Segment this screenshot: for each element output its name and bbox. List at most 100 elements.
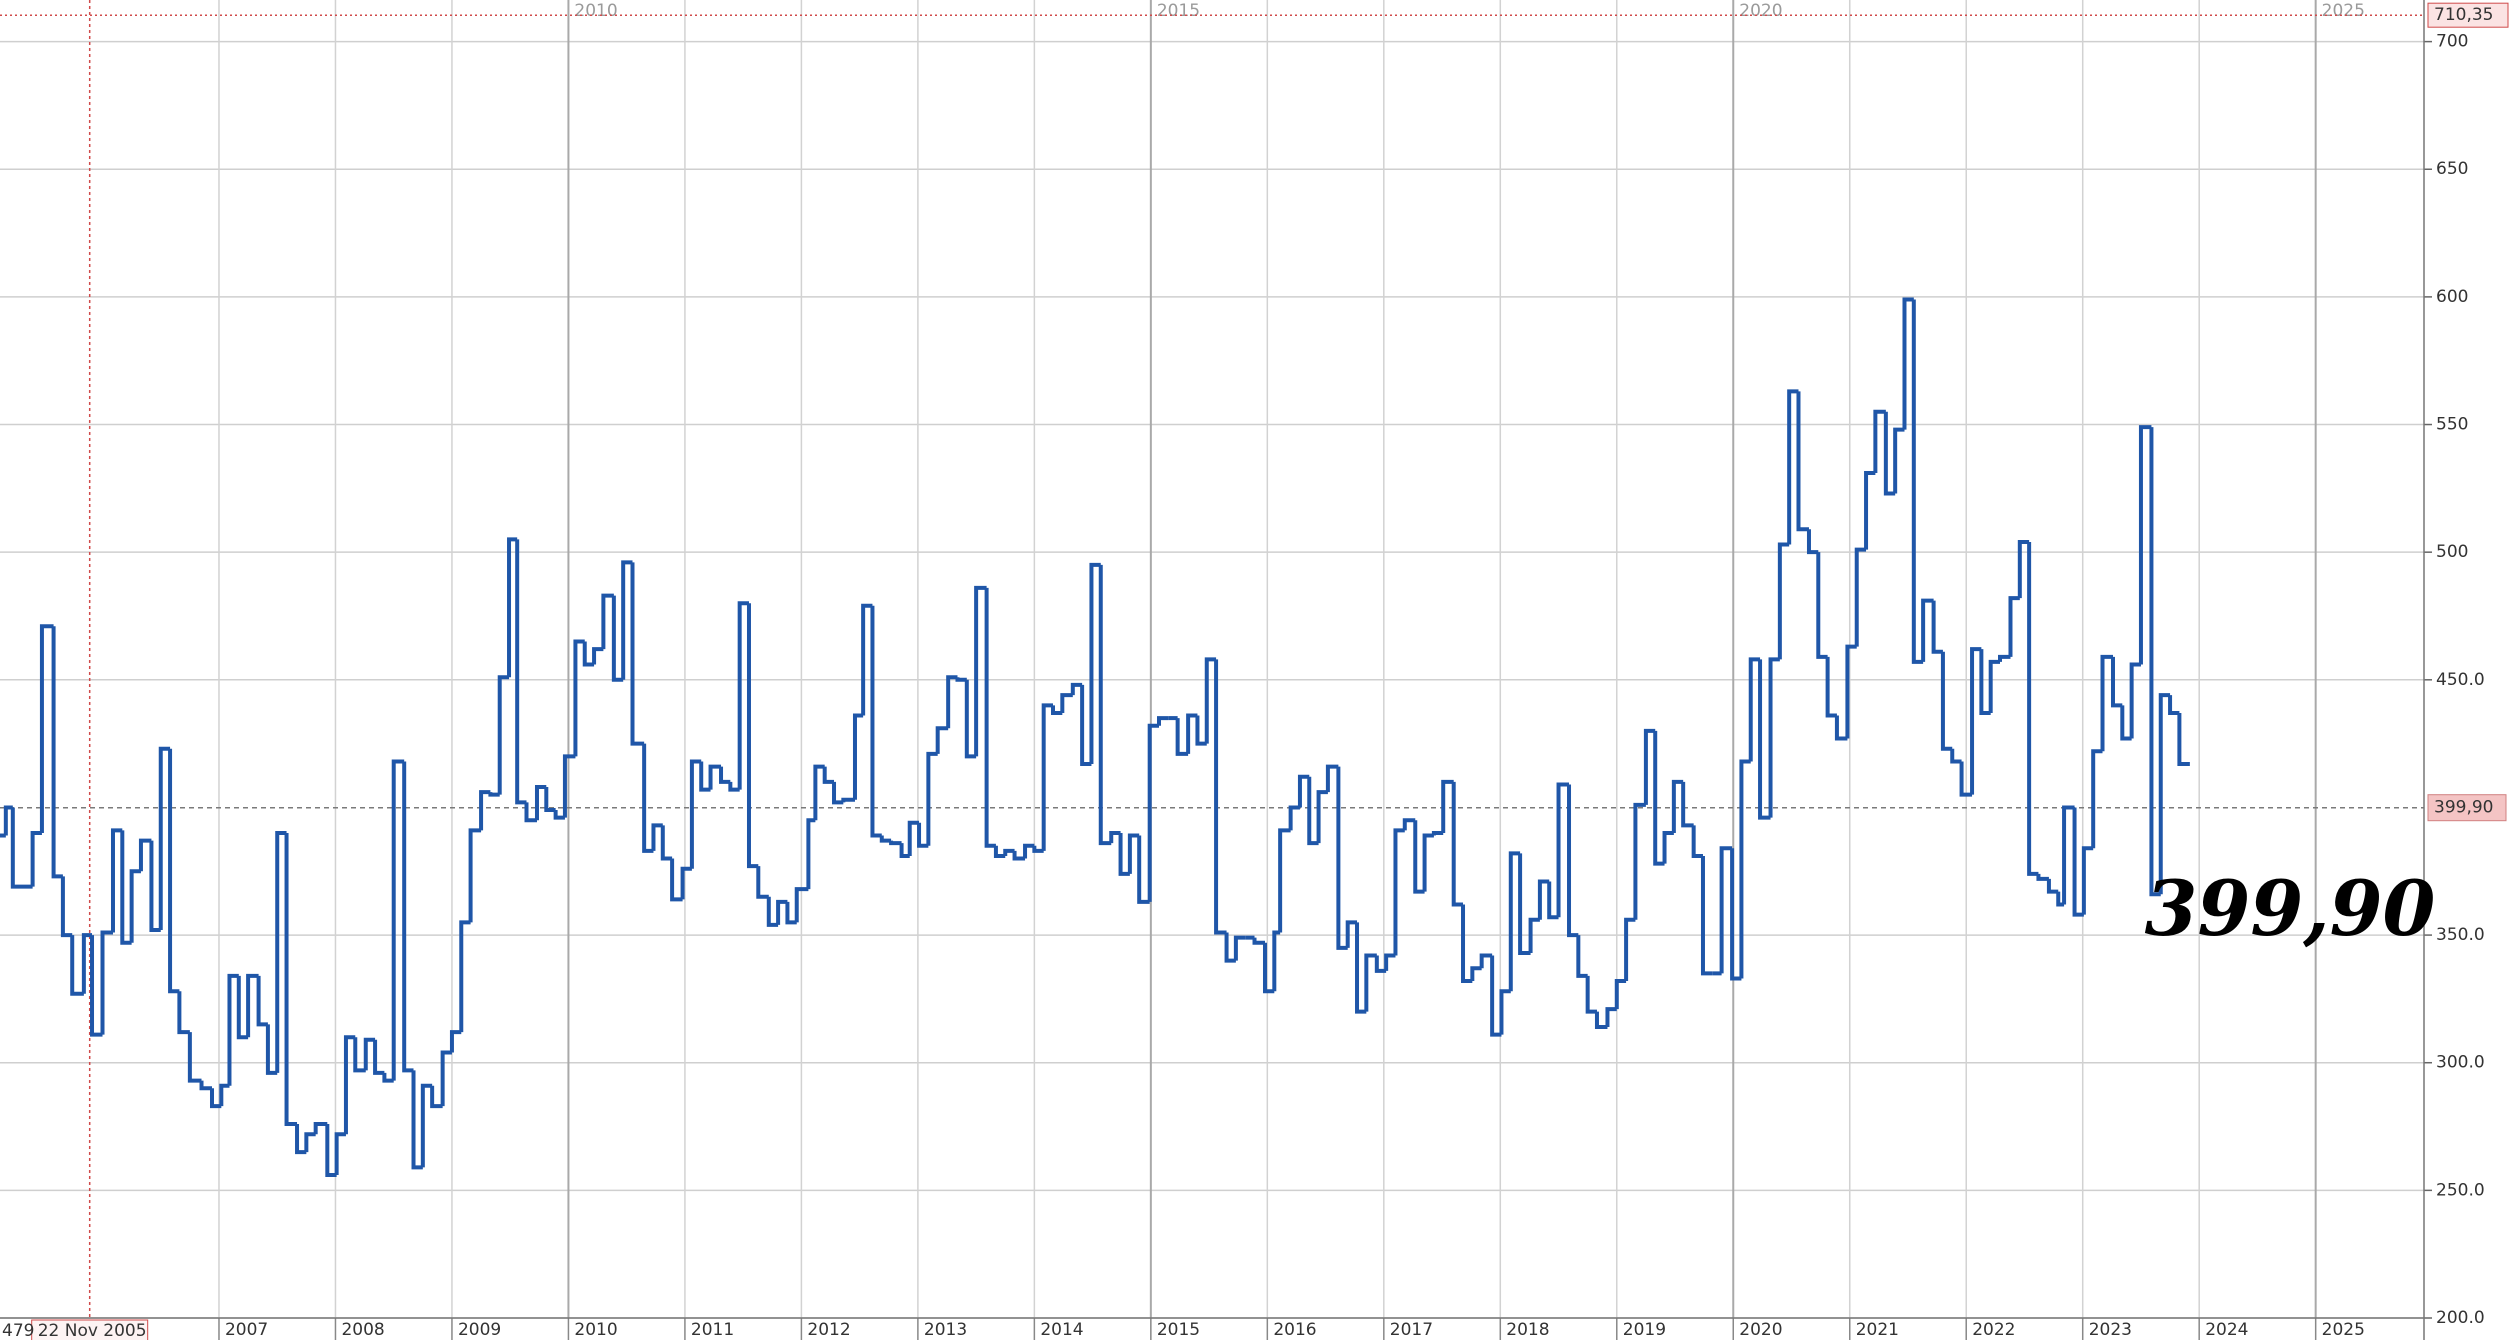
step-segment [391, 759, 405, 1081]
step-segment [30, 830, 42, 887]
step-segment [488, 792, 500, 797]
step-segment [1576, 935, 1588, 978]
step-segment [1864, 471, 1876, 550]
step-segment [1307, 776, 1319, 846]
step-segment [1422, 833, 1434, 892]
step-segment [1499, 989, 1511, 1035]
step-segment [199, 1080, 212, 1091]
step-segment [227, 973, 239, 1086]
step-segment [2120, 705, 2132, 741]
x-tick-label: 2007 [225, 1320, 268, 1340]
step-segment [984, 587, 996, 848]
step-segment [1739, 759, 1751, 979]
step-segment [1118, 832, 1130, 876]
step-segment [265, 1024, 278, 1075]
step-segment [1214, 659, 1227, 935]
step-segment [187, 1032, 202, 1083]
step-segment [1854, 547, 1867, 647]
step-segment [1940, 651, 1953, 751]
step-segment [256, 975, 268, 1027]
step-segment [1060, 693, 1073, 713]
step-segment [611, 595, 624, 682]
step-segment [1691, 825, 1703, 858]
step-segment [449, 1030, 462, 1053]
step-segment [149, 840, 161, 932]
x-tick-label: 2015 [1157, 1320, 1200, 1340]
step-segment [2129, 662, 2141, 739]
step-segment [295, 1123, 307, 1155]
step-segment [334, 1132, 346, 1176]
step-segment [630, 562, 645, 746]
step-segment [946, 675, 958, 729]
step-segment [621, 560, 633, 680]
step-segment [1252, 937, 1265, 945]
step-segment [1567, 784, 1579, 938]
step-segment [51, 626, 63, 879]
step-segment [917, 822, 929, 848]
step-segment [479, 790, 491, 831]
step-segment [1921, 598, 1934, 662]
step-segment [1316, 790, 1328, 844]
step-segment [2177, 712, 2190, 767]
step-segment [822, 766, 835, 784]
step-segment [120, 830, 132, 945]
step-segment [1479, 953, 1493, 969]
step-segment [1003, 848, 1015, 856]
x-top-label: 2015 [1157, 1, 1200, 21]
step-segment [1336, 766, 1348, 950]
step-segment [1157, 716, 1169, 726]
x-top-label: 2025 [2322, 1, 2365, 21]
step-segment [1748, 657, 1761, 762]
step-segment [2056, 891, 2065, 907]
step-segment [841, 797, 855, 803]
high-label-box [2427, 2, 2509, 28]
step-segment [2091, 749, 2103, 849]
y-tick-label: 650 [2436, 159, 2468, 179]
step-segment [592, 647, 604, 665]
y-tick-label: 250.0 [2436, 1180, 2485, 1200]
step-segment [1041, 703, 1053, 851]
step-segment [746, 603, 759, 869]
step-segment [1508, 851, 1521, 992]
step-segment [2027, 541, 2039, 876]
cursor-label: 22 Nov 2005 [38, 1321, 147, 1340]
step-segment [219, 1083, 230, 1107]
step-segment [776, 899, 788, 925]
step-segment [2158, 693, 2171, 895]
step-segment [553, 809, 565, 820]
step-segment [1671, 779, 1684, 833]
step-segment [728, 781, 740, 792]
step-segment [1364, 953, 1377, 1012]
step-segment [1080, 684, 1092, 767]
cursor-value-fragment: 479 [2, 1321, 34, 1340]
step-segment [1585, 975, 1597, 1014]
step-segment [304, 1132, 316, 1153]
step-segment [110, 828, 123, 933]
x-tick-label: 2010 [574, 1320, 617, 1340]
x-tick-label: 2024 [2205, 1320, 2248, 1340]
step-segment [562, 754, 576, 818]
step-segment [313, 1121, 328, 1135]
step-segment [974, 585, 987, 757]
step-segment [1547, 881, 1559, 920]
step-segment [1186, 713, 1198, 754]
step-segment [1970, 647, 1982, 795]
step-segment [1012, 850, 1026, 861]
step-segment [39, 624, 54, 833]
step-segment [1959, 761, 1973, 797]
step-segment [81, 933, 93, 994]
step-segment [756, 866, 769, 899]
x-tick-label: 2021 [1856, 1320, 1899, 1340]
step-segment [719, 766, 731, 784]
step-segment [1594, 1011, 1608, 1029]
step-segment [708, 764, 722, 790]
step-segment [1979, 649, 1991, 715]
x-tick-label: 2025 [2322, 1320, 2365, 1340]
step-segment [1758, 659, 1771, 820]
x-tick-label: 2011 [691, 1320, 734, 1340]
y-tick-label: 200.0 [2436, 1308, 2485, 1328]
step-segment [2149, 427, 2161, 897]
step-segment [2138, 425, 2152, 665]
